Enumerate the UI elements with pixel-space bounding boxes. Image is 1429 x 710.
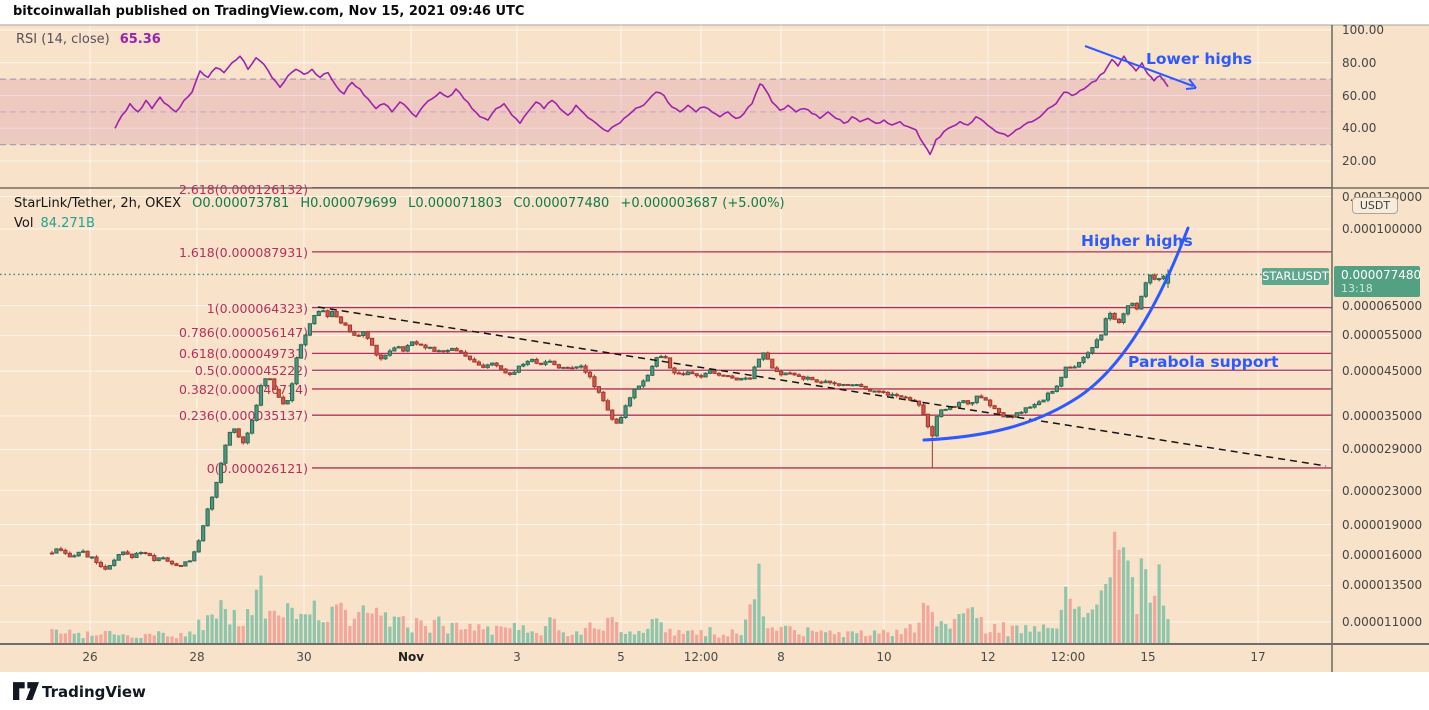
- fib-level-label: 0.236(0.000035137): [178, 408, 308, 424]
- price-axis-tick: 0.000013500: [1342, 578, 1423, 593]
- last-price-badge: 0.000077480 13:18: [1334, 266, 1422, 297]
- time-axis-label: Nov: [397, 650, 425, 664]
- time-axis-label: 10: [876, 650, 892, 664]
- time-axis-label: 5: [617, 650, 625, 664]
- price-axis-tick: 0.000065000: [1342, 298, 1423, 313]
- time-axis-label: 17: [1250, 650, 1266, 664]
- ohlc-change: +0.000003687 (+5.00%): [620, 196, 785, 211]
- ohlc-high: H0.000079699: [300, 196, 397, 211]
- time-axis-label: 30: [296, 650, 312, 664]
- price-axis-tick: 0.000045000: [1342, 364, 1423, 379]
- fib-level-label: 0.618(0.000049731): [178, 346, 308, 362]
- volume-label: Vol: [14, 216, 34, 231]
- fib-level-label: 2.618(0.000126132): [178, 182, 308, 197]
- price-axis-tick: 0.000016000: [1342, 548, 1423, 563]
- rsi-axis-tick: 100.00: [1342, 23, 1384, 37]
- fib-level-label: 0.786(0.000056147): [178, 324, 308, 340]
- annotation-parabola-support: Parabola support: [1128, 353, 1279, 371]
- price-axis-tick: 0.000011000: [1342, 614, 1423, 629]
- usdt-currency-button[interactable]: USDT: [1352, 197, 1398, 214]
- chart-plot-area[interactable]: [0, 25, 1332, 643]
- volume-value: 84.271B: [40, 216, 95, 231]
- fib-level-label: 0.5(0.000045222): [194, 363, 308, 379]
- annotation-lower-highs: Lower highs: [1146, 50, 1253, 68]
- volume-legend: Vol 84.271B: [14, 216, 95, 231]
- price-axis-tick: 0.000029000: [1342, 442, 1423, 457]
- price-axis-tick: 0.000100000: [1342, 222, 1423, 236]
- rsi-axis-tick: 40.00: [1342, 121, 1377, 136]
- annotation-higher-highs: Higher highs: [1081, 232, 1193, 250]
- time-axis-label: 12: [980, 650, 996, 664]
- rsi-legend-value: 65.36: [119, 32, 161, 47]
- time-axis-label: 12:00: [683, 650, 719, 664]
- price-axis-tick: 0.000035000: [1342, 408, 1423, 423]
- rsi-legend-label: RSI (14, close): [16, 32, 110, 47]
- symbol-legend: StarLink/Tether, 2h, OKEX O0.000073781 H…: [14, 196, 785, 211]
- tradingview-wordmark[interactable]: TradingView: [42, 683, 146, 701]
- time-axis-label: 26: [82, 650, 98, 664]
- time-axis-label: 12:00: [1050, 650, 1086, 664]
- ohlc-low: L0.000071803: [408, 196, 503, 211]
- rsi-axis-tick: 60.00: [1342, 88, 1377, 103]
- price-axis-tick: 0.000019000: [1342, 517, 1423, 532]
- fib-level-label: 1(0.000064323): [206, 300, 308, 316]
- symbol-price-line-badge: STARLUSDT: [1262, 268, 1329, 285]
- ohlc-close: C0.000077480: [513, 196, 610, 211]
- symbol-title: StarLink/Tether, 2h, OKEX: [14, 196, 181, 211]
- time-axis-label: 8: [777, 650, 785, 664]
- price-axis-tick: 0.000023000: [1342, 483, 1423, 498]
- bar-countdown: 13:18: [1341, 282, 1373, 295]
- rsi-legend: RSI (14, close) 65.36: [16, 32, 161, 47]
- rsi-axis-tick: 20.00: [1342, 154, 1377, 168]
- time-axis-label: 15: [1140, 650, 1156, 664]
- last-price-value: 0.000077480: [1341, 268, 1422, 282]
- price-axis-tick: 0.000055000: [1342, 328, 1423, 343]
- fib-level-label: 0(0.000026121): [206, 460, 308, 476]
- time-axis-label: 28: [189, 650, 205, 664]
- tradingview-logo-icon[interactable]: [13, 681, 39, 702]
- time-axis-label: 3: [513, 650, 521, 664]
- rsi-axis-tick: 80.00: [1342, 55, 1377, 70]
- ohlc-open: O0.000073781: [192, 196, 290, 211]
- publication-caption: bitcoinwallah published on TradingView.c…: [13, 4, 525, 19]
- fib-level-label: 1.618(0.000087931): [178, 244, 308, 260]
